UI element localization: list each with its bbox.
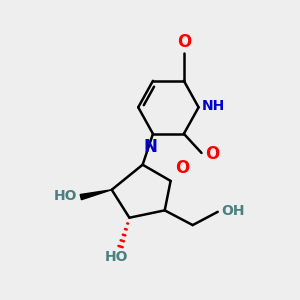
- Polygon shape: [80, 190, 112, 200]
- Text: HO: HO: [104, 250, 128, 264]
- Text: HO: HO: [54, 189, 77, 202]
- Text: N: N: [144, 138, 158, 156]
- Text: O: O: [177, 33, 191, 51]
- Text: NH: NH: [202, 99, 225, 113]
- Text: O: O: [175, 159, 189, 177]
- Text: OH: OH: [221, 204, 245, 218]
- Text: O: O: [205, 146, 219, 164]
